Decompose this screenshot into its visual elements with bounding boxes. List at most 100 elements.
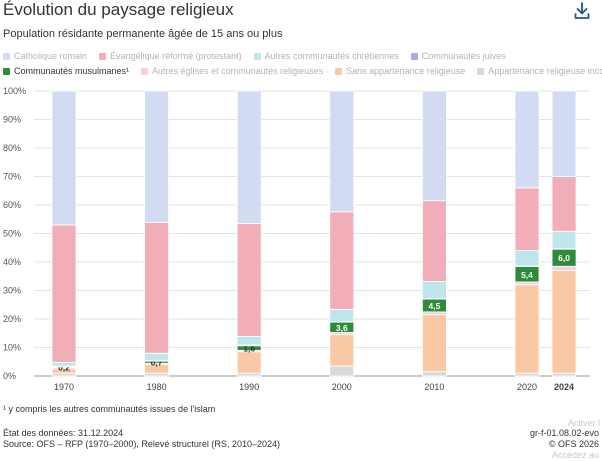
legend-item[interactable]: Autres communautés chrétiennes	[253, 51, 399, 61]
legend-label: Catholique romain	[14, 51, 88, 61]
x-tick-label: 1990	[239, 382, 259, 392]
chart-code: gr-f-01.08.02-evo	[529, 428, 599, 438]
bar-segment	[551, 90, 577, 177]
legend-swatch	[3, 67, 10, 75]
bar-segment	[421, 314, 447, 373]
bar-segment	[329, 90, 355, 213]
legend-swatch	[335, 67, 343, 75]
bar-segment	[551, 230, 577, 250]
copyright: © OFS 2026	[548, 439, 599, 449]
watermark-line-2: Accédez au	[551, 450, 599, 460]
legend-item[interactable]: Évangélique réformé (protestant)	[99, 51, 242, 61]
bar-segment	[514, 284, 540, 374]
watermark-line-1: Activer l	[567, 418, 600, 428]
data-label: 0,7	[151, 358, 163, 368]
bar-segment	[421, 200, 447, 282]
y-tick-label: 70%	[3, 172, 21, 182]
x-tick-label: 2020	[517, 382, 537, 392]
os-activation-watermark: Activer l	[568, 418, 600, 428]
bar-segment	[236, 335, 262, 346]
data-source: Source: OFS – RFP (1970–2000), Relevé st…	[3, 439, 280, 449]
y-tick-label: 30%	[3, 286, 21, 296]
legend-label: Sans appartenance religieuse	[346, 66, 466, 76]
y-tick-label: 80%	[3, 143, 21, 153]
legend-label: Autres églises et communautés religieuse…	[152, 66, 324, 76]
bar-segment	[514, 90, 540, 189]
bar-segment	[551, 270, 577, 374]
legend-item[interactable]: Appartenance religieuse inconnue	[477, 66, 602, 76]
bar-segment	[51, 372, 77, 377]
bar-segment	[236, 223, 262, 337]
bar-segment	[144, 352, 170, 361]
bar-segment	[51, 361, 77, 367]
bar-segment	[421, 280, 447, 299]
bar-segment	[514, 372, 540, 377]
y-tick-label: 100%	[3, 86, 26, 96]
bar-segment	[551, 372, 577, 377]
bar-segment	[329, 211, 355, 310]
download-icon[interactable]	[574, 2, 590, 20]
legend-item[interactable]: Autres églises et communautés religieuse…	[141, 66, 323, 76]
y-tick-label: 60%	[3, 200, 21, 210]
bar-segment	[144, 372, 170, 377]
x-tick-label: 1970	[54, 382, 74, 392]
chart-subtitle: Population résidante permanente âgée de …	[3, 28, 283, 40]
legend-row: Communautés musulmanes¹ Autres églises et…	[3, 66, 602, 76]
legend-label: Autres communautés chrétiennes	[264, 51, 399, 61]
x-tick-label: 2024	[554, 382, 574, 392]
bar-segment	[144, 90, 170, 223]
footer-source-info: État des données: 31.12.2024 Source: OFS…	[3, 428, 280, 450]
y-tick-label: 50%	[3, 229, 21, 239]
y-tick-label: 20%	[3, 314, 21, 324]
legend-swatch	[141, 67, 149, 75]
legend-swatch	[477, 67, 485, 75]
bar-segment	[236, 90, 262, 224]
bar-segment	[421, 90, 447, 202]
bar-segment	[551, 176, 577, 232]
legend-swatch	[3, 52, 10, 60]
y-tick-label: 0%	[3, 371, 16, 381]
legend-swatch	[253, 52, 261, 60]
legend-item[interactable]: Communautés juives	[410, 51, 506, 61]
y-tick-label: 90%	[3, 115, 21, 125]
data-label: 0,2	[58, 363, 70, 373]
data-label: 1,6	[243, 344, 255, 354]
bar-segment	[329, 308, 355, 322]
legend-item[interactable]: Catholique romain	[3, 51, 87, 61]
data-label: 6,0	[558, 253, 570, 263]
legend-item[interactable]: Sans appartenance religieuse	[335, 66, 465, 76]
legend-swatch	[410, 52, 418, 60]
y-tick-label: 10%	[3, 343, 21, 353]
x-tick-label: 1980	[147, 382, 167, 392]
legend-label: Communautés musulmanes¹	[14, 66, 130, 76]
stacked-bar-chart: 0% 10% 20% 30% 40% 50% 60% 70% 80% 90% 100% 0,2 1970…	[3, 86, 590, 392]
bar-segment	[514, 281, 540, 286]
x-tick-label: 2000	[332, 382, 352, 392]
footer-meta: gr-f-01.08.02-evo © OFS 2026 Accédez au	[530, 428, 599, 461]
data-state: État des données: 31.12.2024	[3, 428, 124, 438]
footnote: ¹ y compris les autres communautés issue…	[3, 404, 216, 414]
legend-row: Catholique romain Évangélique réformé (pr…	[3, 51, 601, 61]
bar-segment	[421, 311, 447, 316]
bar-segment	[514, 250, 540, 267]
bar-segment	[144, 221, 170, 354]
bar-segment	[51, 224, 77, 363]
bar-segment	[421, 371, 447, 377]
legend-item[interactable]: Communautés musulmanes¹	[3, 66, 129, 76]
bar-segment	[51, 90, 77, 226]
x-tick-label: 2010	[424, 382, 444, 392]
bar-segment	[329, 334, 355, 367]
legend-label: Communautés juives	[421, 51, 506, 61]
y-tick-label: 40%	[3, 257, 21, 267]
legend-label: Évangélique réformé (protestant)	[110, 51, 242, 61]
bar-segment	[236, 351, 262, 374]
bar-segment	[551, 265, 577, 271]
data-label: 5,4	[521, 270, 533, 280]
bar-segment	[329, 365, 355, 377]
legend-swatch	[99, 52, 107, 60]
chart-legend: Catholique romain Évangélique réformé (pr…	[3, 51, 602, 81]
data-label: 3,6	[336, 323, 348, 333]
chart-title: Évolution du paysage religieux	[3, 0, 234, 19]
bar-segment	[236, 372, 262, 377]
legend-label: Appartenance religieuse inconnue	[488, 66, 602, 76]
